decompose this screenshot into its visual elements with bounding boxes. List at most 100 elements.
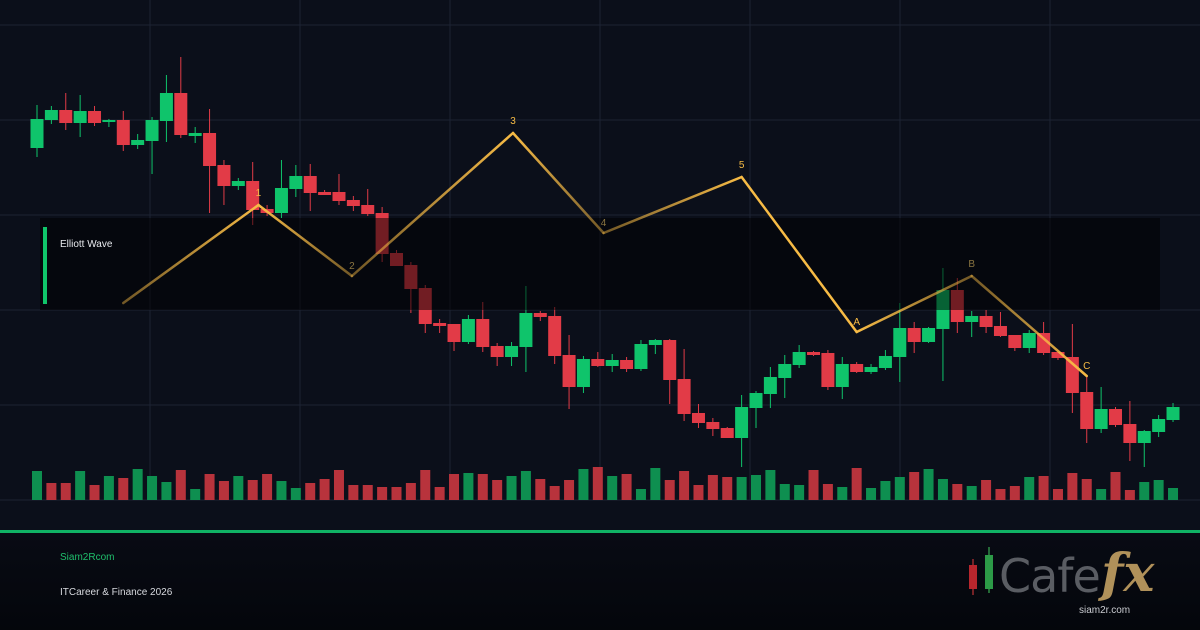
candle-body: [490, 346, 504, 357]
volume-bar: [1139, 482, 1150, 500]
candle-body: [361, 205, 375, 214]
logo-text-cafe: Cafe: [999, 549, 1101, 603]
volume-bar: [1009, 486, 1020, 500]
candle-body: [116, 120, 130, 145]
volume-bar: [578, 469, 589, 500]
volume-bar: [204, 474, 215, 500]
volume-bar: [607, 476, 618, 500]
candle-body: [821, 353, 835, 387]
volume-bar: [707, 475, 718, 500]
volume-bar: [161, 482, 172, 500]
candle-body: [102, 120, 116, 122]
volume-bar: [506, 476, 517, 500]
candle-body: [217, 165, 231, 186]
candle-body: [979, 316, 993, 327]
volume-bar: [233, 476, 244, 500]
candle-body: [332, 192, 346, 201]
volume-bar: [449, 474, 460, 500]
volume-bar: [1096, 489, 1107, 500]
volume-bar: [1052, 489, 1063, 500]
wave-segment: [602, 175, 743, 235]
candle-body: [73, 111, 87, 123]
volume-bar: [535, 479, 546, 500]
candle-body: [318, 192, 332, 195]
volume-bar: [1168, 488, 1179, 500]
candle-body: [447, 324, 461, 342]
volume-bar: [377, 487, 388, 500]
volume-bar: [1110, 472, 1121, 500]
wave-label-2: 2: [349, 261, 355, 272]
volume-bar: [348, 485, 359, 500]
volume-bar: [592, 467, 603, 500]
candle-body: [706, 422, 720, 429]
volume-bar: [693, 485, 704, 500]
candle-body: [88, 111, 102, 123]
volume-bar: [103, 476, 114, 500]
candle-body: [634, 344, 648, 369]
volume-bar: [333, 470, 344, 500]
volume-bar: [276, 481, 287, 500]
candle-body: [1080, 392, 1094, 429]
candle-body: [476, 319, 490, 347]
volume-bar: [463, 473, 474, 500]
footer-tagline: ITCareer & Finance 2026: [60, 587, 173, 598]
volume-bar: [147, 476, 158, 500]
elliott-wave: 1 2 3 4 5 A B C: [122, 116, 1090, 378]
candle-body: [30, 119, 44, 148]
footer-site-link[interactable]: Siam2Rcom: [60, 552, 115, 563]
candle-body: [231, 181, 245, 186]
volume-bar: [635, 489, 646, 500]
volume-bar: [118, 478, 129, 500]
volume-bar: [362, 485, 373, 500]
volume-bar: [679, 471, 690, 500]
wave-segment: [740, 175, 858, 334]
candle-body: [778, 364, 792, 378]
volume-bar: [981, 480, 992, 500]
candle-body: [605, 360, 619, 366]
candle-body: [648, 340, 662, 345]
candle-body: [188, 133, 202, 136]
volume-bar: [894, 477, 905, 500]
candle-body: [1123, 424, 1137, 443]
volume-bar: [218, 481, 229, 500]
candle-body: [44, 110, 58, 120]
volume-bar: [32, 471, 42, 500]
volume-bar: [190, 489, 201, 500]
wave-label-1: 1: [256, 188, 262, 199]
candle-body: [145, 120, 159, 141]
volume-bar: [751, 475, 761, 500]
candle-body: [835, 364, 849, 387]
candle-body: [131, 140, 145, 145]
volume-bar: [909, 472, 920, 500]
wave-segment: [122, 203, 260, 305]
volume-bar: [290, 488, 301, 500]
wave-label-c: C: [1083, 361, 1090, 372]
wave-segment: [350, 131, 515, 278]
wave-label-4: 4: [601, 218, 607, 229]
volume-bar: [837, 487, 848, 500]
wave-label-3: 3: [510, 116, 516, 127]
volume-bar: [851, 468, 862, 500]
candle-body: [274, 188, 288, 213]
volume-bar: [736, 477, 747, 500]
volume-bar: [247, 480, 258, 500]
volume-bar: [794, 485, 805, 500]
candle-body: [1152, 419, 1166, 432]
volume-bar: [391, 487, 402, 500]
candle-body: [562, 355, 576, 387]
logo-text-fx: fx: [1101, 543, 1155, 604]
candle-body: [533, 313, 547, 317]
candle-body: [548, 316, 562, 356]
candlestick-chart: 1 2 3 4 5 A B C: [0, 0, 1200, 501]
volume-bar: [722, 477, 733, 500]
candle-body: [1037, 333, 1051, 353]
wave-label-a: A: [853, 317, 860, 328]
candle-body: [433, 323, 447, 326]
candle-body: [159, 93, 173, 121]
volume-bar: [405, 483, 416, 500]
candle-body: [792, 352, 806, 365]
candle-body: [1137, 431, 1151, 443]
volume-bar: [477, 474, 488, 500]
candle-body: [878, 356, 892, 368]
candle-body: [461, 319, 475, 342]
